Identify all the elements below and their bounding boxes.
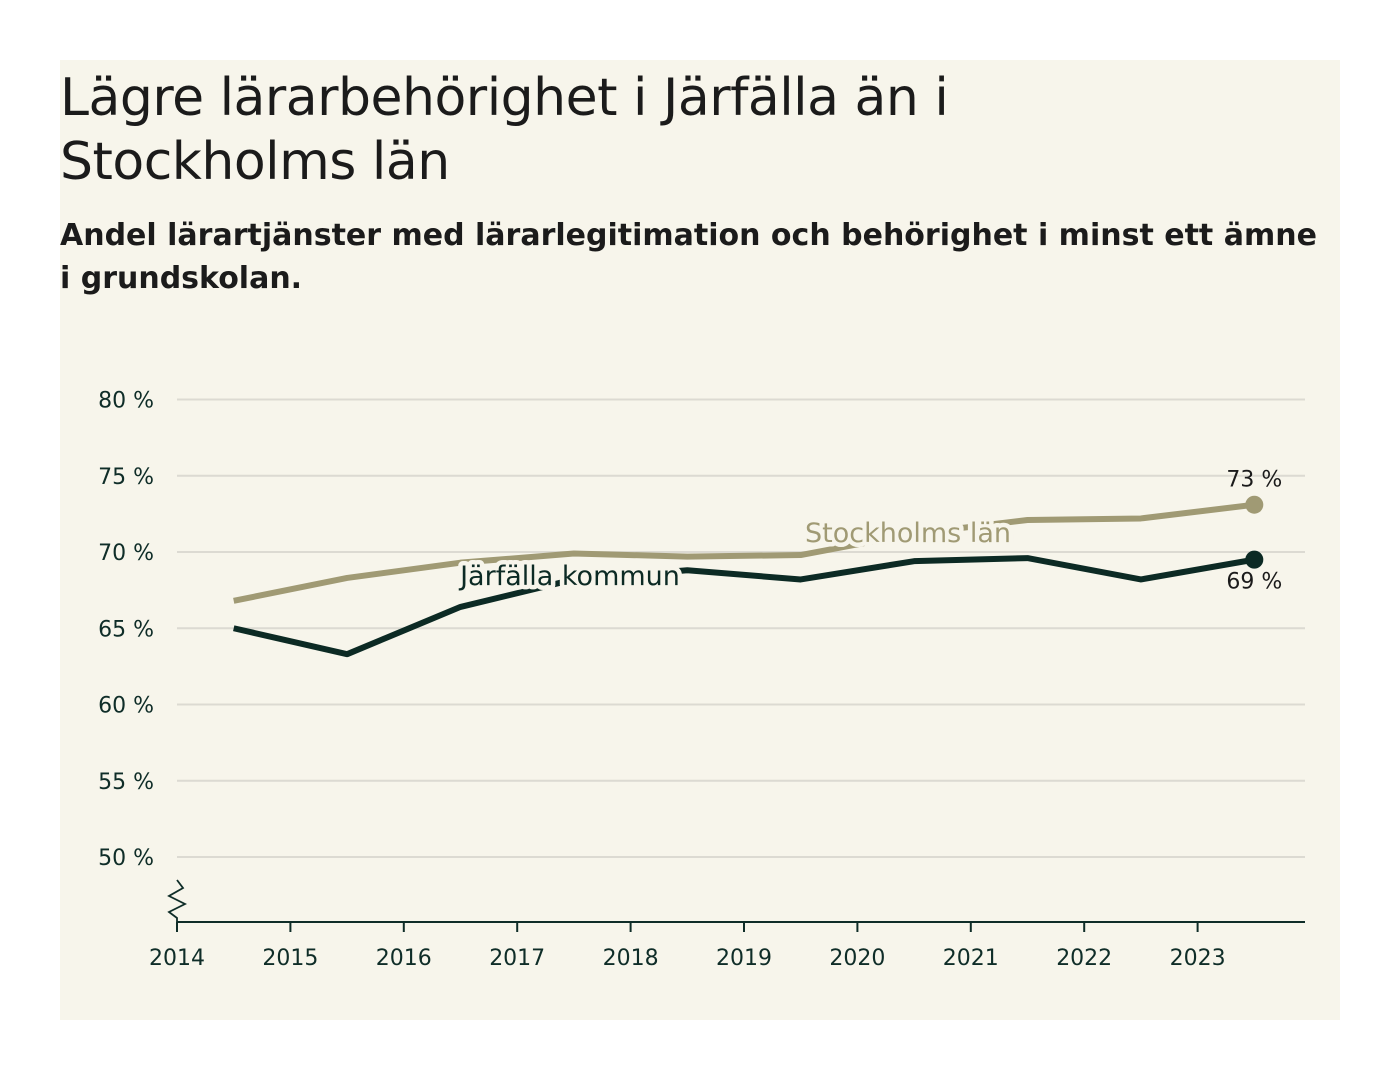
end-value-label-stockholms-lan: 73 % [1226,468,1282,493]
y-tick-label: 80 % [98,389,154,414]
chart-panel: Lägre lärarbehörighet i Järfälla än i St… [60,60,1340,1020]
y-tick-label: 65 % [98,617,154,642]
axis-break-icon [167,879,188,922]
y-tick-label: 60 % [98,694,154,719]
y-tick-label: 50 % [98,846,154,871]
x-tick-label: 2023 [1170,946,1226,971]
series-label-jarfalla-kommun: Järfälla kommun [458,561,680,592]
x-tick-label: 2015 [262,946,318,971]
series-label-stockholms-lan: Stockholms län [805,518,1011,549]
y-tick-label: 55 % [98,770,154,795]
x-tick-label: 2020 [829,946,885,971]
x-tick-label: 2014 [149,946,205,971]
line-chart: 80 % 75 % 70 % 65 % 60 % 55 % 50 % 2014 2015 2016… [98,389,1305,971]
x-tick-label: 2019 [716,946,772,971]
chart-subtitle: Andel lärartjänster med lärarlegitimatio… [60,218,1317,296]
chart-title: Lägre lärarbehörighet i Järfälla än i St… [60,68,949,192]
y-tick-label: 70 % [98,541,154,566]
series-line-jarfalla-kommun [233,555,1255,658]
data-point-stockholms-lan [1245,495,1264,514]
x-tick-label: 2018 [603,946,659,971]
x-tick-label: 2017 [489,946,545,971]
x-tick-label: 2021 [943,946,999,971]
end-value-label-jarfalla-kommun: 69 % [1226,570,1282,595]
y-tick-label: 75 % [98,465,154,490]
x-tick-label: 2022 [1056,946,1112,971]
x-tick-label: 2016 [376,946,432,971]
data-point-jarfalla-kommun [1245,550,1264,569]
series-line-stockholms-lan [233,501,1255,604]
